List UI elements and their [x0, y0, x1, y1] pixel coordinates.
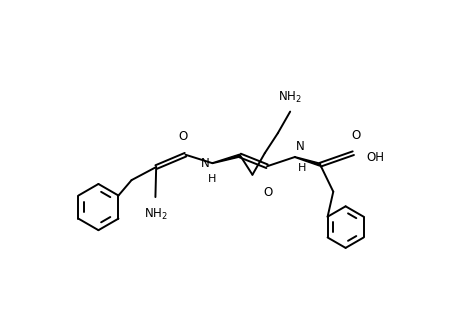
- Text: O: O: [179, 130, 188, 143]
- Text: H: H: [208, 174, 217, 184]
- Text: O: O: [263, 186, 273, 199]
- Polygon shape: [213, 154, 240, 164]
- Text: NH$_2$: NH$_2$: [143, 207, 167, 222]
- Text: H: H: [298, 163, 306, 173]
- Text: O: O: [352, 129, 361, 142]
- Text: N: N: [295, 140, 304, 153]
- Text: OH: OH: [366, 150, 384, 164]
- Text: NH$_2$: NH$_2$: [278, 90, 302, 106]
- Text: N: N: [202, 157, 210, 170]
- Polygon shape: [294, 157, 321, 166]
